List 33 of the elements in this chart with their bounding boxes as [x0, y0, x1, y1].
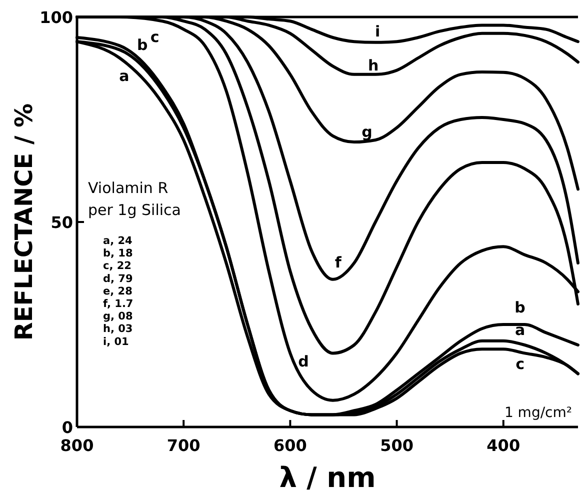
y-tick-label: 0 [62, 418, 73, 437]
annotation: h, 03 [103, 323, 133, 336]
x-axis-title: λ / nm [279, 461, 376, 494]
x-tick-label: 600 [273, 436, 307, 455]
series-label: i [375, 22, 380, 40]
annotation: per 1g Silica [88, 201, 181, 219]
series-label: d [298, 352, 309, 370]
x-tick-label: 500 [380, 436, 414, 455]
annotation: c, 22 [103, 260, 132, 272]
y-tick-label: 100 [40, 8, 73, 27]
annotation: f, 1.7 [103, 298, 134, 310]
text: c [150, 28, 160, 46]
series-label: b [137, 36, 148, 54]
y-tick-label: 50 [50, 213, 73, 232]
y-axis-title: REFLECTANCE / % [10, 103, 38, 341]
annotation: g, 08 [103, 310, 133, 323]
series-label: f [334, 253, 342, 272]
text: a [514, 320, 526, 339]
annotation: Violamin R [88, 179, 168, 197]
series-label: c [516, 355, 524, 374]
series-label: h [368, 56, 379, 74]
x-tick-label: 700 [166, 436, 200, 455]
annotation: d, 79 [103, 272, 133, 285]
annotation: e, 28 [103, 285, 132, 298]
x-tick-label: 400 [486, 436, 520, 455]
annotation: 1 mg/cm² [504, 405, 572, 421]
annotation: a, 24 [103, 235, 132, 247]
series-label: a [119, 67, 130, 86]
text: b [514, 298, 526, 316]
series-label: g [362, 122, 372, 141]
annotation: i, 01 [103, 336, 129, 348]
x-tick-label: 800 [60, 436, 94, 455]
annotation: b, 18 [103, 248, 133, 260]
